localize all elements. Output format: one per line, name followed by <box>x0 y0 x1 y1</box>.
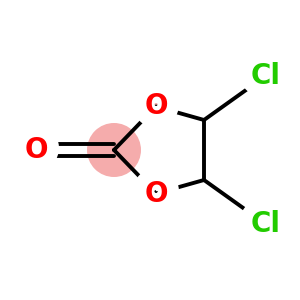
Text: O: O <box>24 136 48 164</box>
Text: Cl: Cl <box>251 62 281 90</box>
Text: Cl: Cl <box>251 210 281 238</box>
Circle shape <box>137 88 175 125</box>
Circle shape <box>87 123 141 177</box>
Text: O: O <box>144 179 168 208</box>
Text: O: O <box>24 136 48 164</box>
Text: O: O <box>144 179 168 208</box>
Text: O: O <box>144 92 168 121</box>
Text: Cl: Cl <box>251 210 281 238</box>
Text: O: O <box>144 92 168 121</box>
Text: Cl: Cl <box>251 62 281 90</box>
